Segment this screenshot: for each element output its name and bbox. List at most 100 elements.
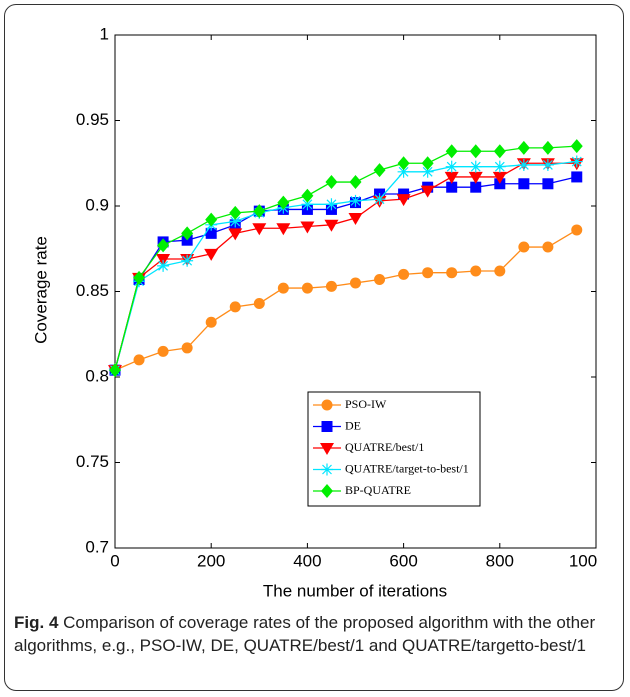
marker [300,221,315,234]
series-line [114,160,577,371]
marker [446,267,458,279]
y-tick-label: 0.85 [76,281,109,300]
y-tick-label: 0.75 [76,452,109,471]
marker [253,297,265,309]
marker [229,215,242,228]
legend-marker [321,421,333,432]
series [109,155,583,377]
series [109,139,583,378]
marker [181,342,193,354]
marker [397,156,410,171]
marker [373,193,386,206]
marker [445,160,458,173]
series [108,158,584,378]
marker [253,204,266,219]
marker [229,301,241,313]
y-tick-label: 0.9 [85,195,109,214]
marker [492,171,507,184]
marker [277,282,289,294]
marker [571,224,583,236]
marker [470,181,482,193]
marker [542,178,554,190]
legend-label: DE [345,418,361,432]
y-tick-label: 0.8 [85,366,109,385]
marker [157,345,169,357]
marker [157,238,170,253]
marker [469,160,482,173]
marker [518,178,530,190]
marker [421,165,434,178]
legend-label: PSO-IW [345,397,387,411]
marker [324,219,339,232]
marker [570,139,583,154]
marker [157,259,170,272]
marker [517,140,530,155]
marker [397,165,410,178]
y-tick-label: 0.95 [76,110,109,129]
marker [277,195,290,210]
marker [570,155,583,168]
marker [205,316,217,328]
marker [517,158,530,171]
marker [325,198,338,211]
legend-label: QUATRE/target-to-best/1 [345,461,469,475]
marker [205,227,217,239]
marker [349,175,362,190]
marker [228,228,243,241]
marker [350,277,361,289]
marker [276,223,291,236]
y-tick-label: 0.7 [85,537,109,556]
marker [398,268,410,280]
marker [133,270,146,285]
marker [446,181,458,193]
x-tick-label: 400 [293,551,321,570]
legend: PSO-IW DE QUATRE/best/1 QUATRE/target-to-be… [307,391,481,507]
marker [325,175,338,190]
legend-label: QUATRE/best/1 [345,440,424,454]
marker [518,241,530,253]
caption: Fig. 4 Comparison of coverage rates of t… [14,612,614,657]
series-line [114,162,577,371]
marker [493,160,506,173]
marker [468,171,483,184]
marker [301,282,313,294]
chart: Coverage rate The number of iterations 0… [31,24,597,600]
x-tick-label: 0 [110,551,119,570]
x-tick-label: 200 [197,551,225,570]
figure-frame [4,4,624,691]
marker [541,158,554,171]
x-axis-label: The number of iterations [263,581,447,600]
marker [470,265,482,277]
marker [181,254,194,267]
marker [181,226,194,241]
marker [373,163,386,178]
marker [398,188,410,200]
marker [571,171,583,183]
marker [205,212,218,227]
marker [301,188,314,203]
marker [374,274,386,286]
marker [445,144,458,159]
marker [493,144,506,159]
marker [109,363,121,378]
x-tick-label: 100 [569,551,597,570]
legend-box [307,391,481,507]
y-axis-label: Coverage rate [31,236,50,344]
marker [420,185,435,198]
marker [348,212,363,225]
caption-label: Fig. 4 [14,613,59,632]
marker [325,280,337,292]
marker [444,171,459,184]
legend-marker [321,484,333,498]
marker [421,156,434,171]
marker [396,194,411,207]
series [109,224,583,376]
y-tick-label: 1 [100,24,109,43]
marker [542,241,554,253]
marker [422,267,434,279]
legend-marker [321,463,333,476]
legend-label: BP-QUATRE [345,483,411,497]
marker [204,248,219,261]
marker [469,144,482,159]
series-line [114,176,577,371]
